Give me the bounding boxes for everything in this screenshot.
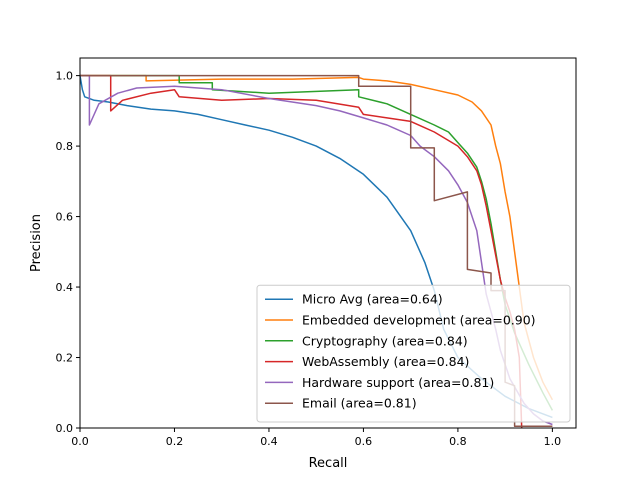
x-axis-label: Recall <box>309 456 348 471</box>
x-axis-ticks: 0.0 0.2 0.4 0.6 0.8 1.0 <box>71 428 561 448</box>
x-tick-label: 0.8 <box>449 435 467 448</box>
plot-frame <box>79 57 577 429</box>
x-tick-label: 0.4 <box>260 435 278 448</box>
x-tick-label: 0.0 <box>71 435 89 448</box>
y-tick-label: 0.2 <box>56 352 74 365</box>
legend-entry-label: Cryptography (area=0.84) <box>302 333 468 348</box>
y-tick-label: 0.4 <box>56 281 74 294</box>
legend-entry-label: Embedded development (area=0.90) <box>302 313 536 328</box>
legend-entry-label: Email (area=0.81) <box>302 396 417 411</box>
y-axis-ticks: 0.0 0.2 0.4 0.6 0.8 1.0 <box>56 70 80 435</box>
y-tick-label: 0.0 <box>56 422 74 435</box>
legend-entry-label: WebAssembly (area=0.84) <box>302 354 469 369</box>
x-tick-label: 1.0 <box>544 435 562 448</box>
x-tick-label: 0.6 <box>355 435 373 448</box>
legend-box <box>256 284 571 423</box>
y-tick-label: 1.0 <box>56 70 74 83</box>
legend: Micro Avg (area=0.64) Embedded developmen… <box>256 284 571 423</box>
y-tick-label: 0.6 <box>56 211 74 224</box>
y-axis-label: Precision <box>29 214 44 272</box>
x-tick-label: 0.2 <box>166 435 184 448</box>
legend-entry-label: Micro Avg (area=0.64) <box>302 292 443 307</box>
legend-entry-label: Hardware support (area=0.81) <box>302 375 494 390</box>
y-tick-label: 0.8 <box>56 140 74 153</box>
